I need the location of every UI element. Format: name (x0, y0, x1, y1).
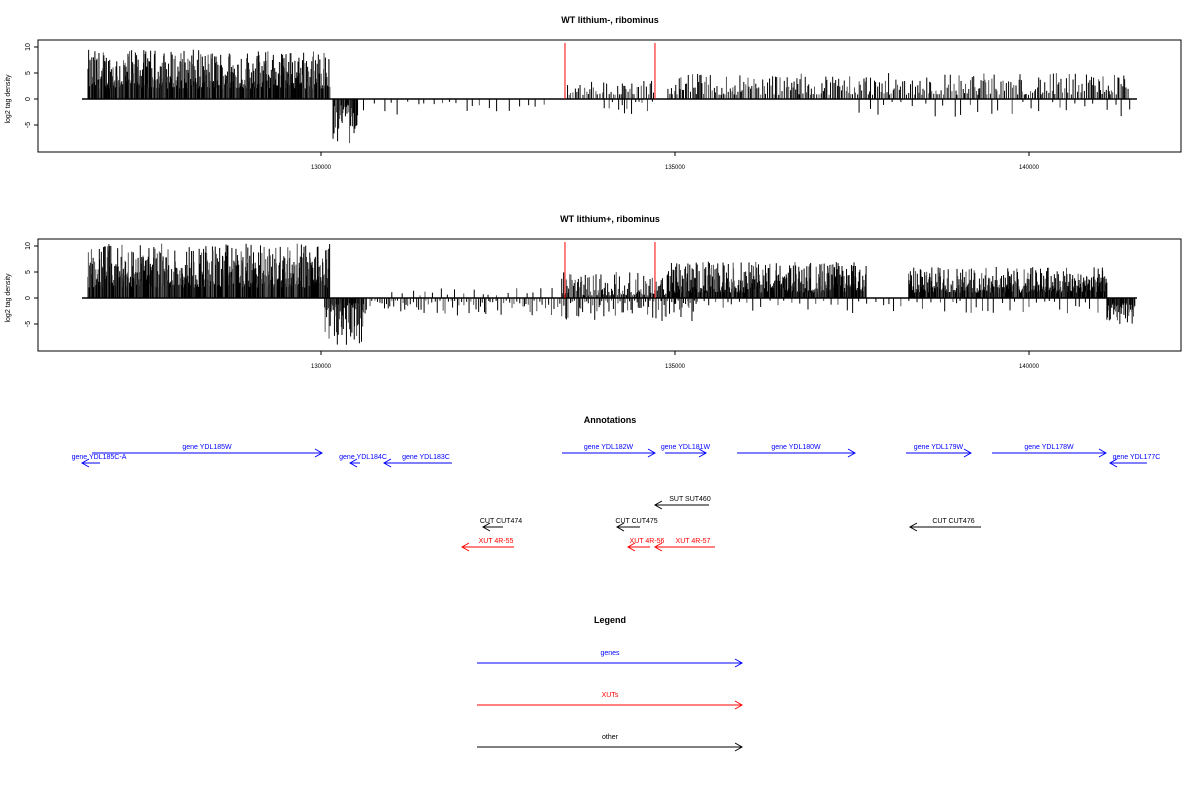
annotations-title: Annotations (584, 415, 637, 425)
annotation-label: gene YDL180W (771, 444, 821, 451)
annotation-arrow-head (616, 522, 625, 532)
annotation-genes: gene YDL179W (905, 444, 972, 458)
legend-label: other (602, 734, 619, 741)
plot2-title: WT lithium+, ribominus (560, 214, 660, 224)
annotation-xuts: XUT 4R-56 (626, 538, 665, 552)
annotation-label: SUT SUT460 (669, 496, 711, 503)
annotation-label: gene YDL184C (339, 454, 387, 461)
annotation-arrow-head (908, 522, 918, 532)
annotation-arrow-head (461, 542, 470, 552)
annotation-label: XUT 4R-56 (630, 538, 665, 545)
y-axis-label: log2 tag density (5, 273, 12, 323)
y-tick-label: 10 (25, 242, 32, 250)
plot1: -5 0 5 10 log2 tag density 130000 135000 140000 (5, 39, 1182, 171)
annotation-arrow-head (80, 458, 90, 468)
y-tick-label: 5 (25, 270, 32, 274)
annotation-arrow-head (1108, 458, 1118, 468)
annotation-label: gene YDL177C (1113, 454, 1161, 461)
legend-label: genes (600, 650, 620, 657)
y-tick-label: 0 (25, 97, 32, 101)
annotation-genes: gene YDL184C (339, 454, 387, 468)
annotation-genes: gene YDL185C-A (72, 454, 127, 468)
legend: genes XUTs other (477, 650, 744, 752)
annotation-label: XUT 4R-57 (676, 538, 711, 545)
annotation-arrow-head (314, 448, 323, 458)
annotation-label: gene YDL182W (584, 444, 634, 451)
annotation-label: gene YDL179W (914, 444, 964, 451)
annotation-arrow-head (349, 458, 358, 468)
annotation-other: SUT SUT460 (653, 496, 711, 510)
annotation-arrow-head (1098, 448, 1107, 458)
legend-arrow-head (734, 658, 744, 668)
annotation-label: gene YDL181W (661, 444, 711, 451)
x-tick-label: 130000 (311, 364, 332, 370)
plot1-title: WT lithium-, ribominus (561, 15, 659, 25)
annotation-arrow-head (481, 522, 491, 532)
legend-title: Legend (594, 615, 626, 625)
annotation-label: gene YDL183C (402, 454, 450, 461)
annotation-arrow-head (847, 448, 856, 458)
legend-label: XUTs (602, 692, 619, 699)
legend-arrow-head (734, 742, 744, 752)
annotation-arrow-head (653, 500, 663, 510)
x-tick-label: 140000 (1019, 364, 1040, 370)
annotation-other: CUT CUT475 (615, 518, 658, 532)
y-tick-label: -5 (25, 122, 32, 128)
x-tick-label: 135000 (665, 165, 686, 171)
annotation-genes: gene YDL183C (383, 454, 452, 468)
annotation-other: CUT CUT474 (480, 518, 522, 532)
annotation-arrow-head (698, 448, 708, 458)
annotation-label: XUT 4R-55 (479, 538, 514, 545)
annotation-label: CUT CUT475 (615, 518, 657, 525)
annotation-xuts: XUT 4R-55 (461, 538, 515, 552)
annotation-arrow-head (653, 542, 663, 552)
x-tick-label: 140000 (1019, 165, 1040, 171)
legend-arrow-head (734, 700, 744, 710)
annotation-genes: gene YDL182W (562, 444, 656, 458)
y-axis-label: log2 tag density (5, 74, 12, 124)
annotations-track: gene YDL185C-A gene YDL185W gene YDL184C ge… (72, 444, 1161, 552)
annotation-xuts: XUT 4R-57 (653, 538, 716, 552)
y-tick-label: 10 (25, 43, 32, 51)
annotation-label: gene YDL178W (1024, 444, 1074, 451)
annotation-label: CUT CUT476 (932, 518, 974, 525)
annotation-genes: gene YDL177C (1108, 454, 1161, 468)
x-tick-label: 130000 (311, 165, 332, 171)
annotation-arrow-head (383, 458, 392, 468)
annotation-genes: gene YDL185W (92, 444, 323, 458)
annotation-label: gene YDL185C-A (72, 454, 127, 461)
y-tick-label: -5 (25, 321, 32, 327)
x-tick-label: 135000 (665, 364, 686, 370)
y-tick-label: 0 (25, 296, 32, 300)
annotation-arrow-head (647, 448, 656, 458)
plot2: -5 0 5 10 log2 tag density 130000 135000 140000 (5, 238, 1182, 370)
annotation-genes: gene YDL181W (661, 444, 711, 458)
annotation-genes: gene YDL178W (991, 444, 1107, 458)
y-tick-label: 5 (25, 71, 32, 75)
annotation-other: CUT CUT476 (908, 518, 981, 532)
annotation-label: gene YDL185W (182, 444, 232, 451)
annotation-label: CUT CUT474 (480, 518, 522, 525)
annotation-genes: gene YDL180W (737, 444, 856, 458)
annotation-arrow-head (963, 448, 972, 458)
annotation-arrow-head (626, 542, 636, 552)
